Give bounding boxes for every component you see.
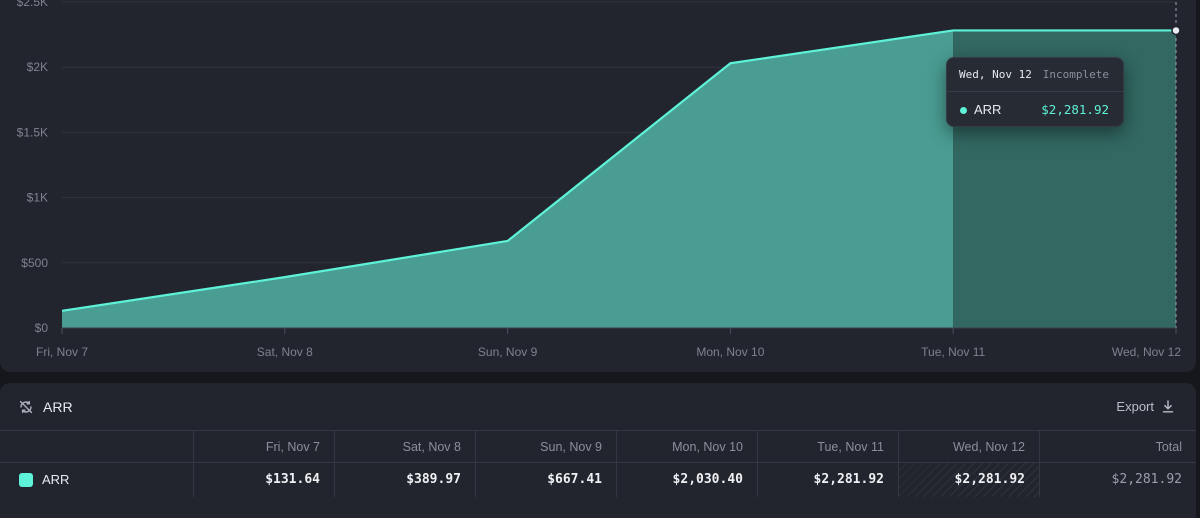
data-table-panel: ARR Export Fri, Nov 7 Sat, Nov 8 Sun, No…	[0, 383, 1196, 518]
series-cell: ARR	[0, 463, 194, 497]
column-header: Tue, Nov 11	[817, 440, 884, 454]
area-fill	[62, 30, 954, 329]
cell-value: $2,030.40	[672, 472, 743, 487]
header-cell: Sun, Nov 9	[476, 431, 617, 462]
series-dot-icon	[960, 107, 967, 114]
value-cell: $667.41	[476, 463, 617, 497]
value-cell-total: $2,281.92	[1040, 463, 1196, 497]
cell-value: $2,281.92	[954, 472, 1025, 487]
cell-value: $389.97	[406, 472, 461, 487]
y-tick-label: $2K	[27, 60, 48, 74]
value-cell: $389.97	[335, 463, 476, 497]
header-cell-series	[0, 431, 194, 462]
series-line-arr	[61, 29, 1176, 312]
download-icon	[1162, 400, 1174, 413]
cell-value: $2,281.92	[813, 472, 884, 487]
table-header-row: Fri, Nov 7 Sat, Nov 8 Sun, Nov 9 Mon, No…	[0, 431, 1196, 463]
column-header: Wed, Nov 12	[952, 440, 1025, 454]
value-cell: $131.64	[194, 463, 335, 497]
y-tick-label: $0	[35, 321, 49, 335]
cell-value: $667.41	[547, 472, 602, 487]
column-header: Sat, Nov 8	[402, 440, 461, 454]
x-tick-label: Mon, Nov 10	[696, 345, 764, 359]
table-row[interactable]: ARR $131.64 $389.97 $667.41 $2,030.40 $2…	[0, 463, 1196, 497]
tooltip-date: Wed, Nov 12	[959, 68, 1032, 81]
header-cell: Tue, Nov 11	[758, 431, 899, 462]
column-header: Sun, Nov 9	[540, 440, 602, 454]
table-header-bar: ARR Export	[0, 383, 1196, 431]
chart-tooltip: Wed, Nov 12 Incomplete ARR $2,281.92	[946, 57, 1124, 127]
export-label: Export	[1116, 399, 1154, 414]
value-cell: $2,281.92	[758, 463, 899, 497]
header-cell: Fri, Nov 7	[194, 431, 335, 462]
tooltip-series-name: ARR	[974, 102, 1002, 117]
tooltip-value: $2,281.92	[1041, 102, 1109, 117]
arr-area-chart[interactable]: $0 $500 $1K $1.5K $2K $2.5K Fri, Nov 7 Sat, Nov…	[0, 0, 1196, 372]
tooltip-divider	[947, 91, 1123, 92]
y-tick-label: $1K	[27, 191, 48, 205]
header-cell-total: Total	[1040, 431, 1196, 462]
y-tick-label: $2.5K	[17, 0, 48, 9]
cell-value: $131.64	[265, 472, 320, 487]
x-tick-label: Sat, Nov 8	[257, 345, 313, 359]
column-header: Total	[1155, 440, 1182, 454]
series-color-swatch	[19, 473, 33, 487]
tooltip-status: Incomplete	[1042, 68, 1109, 81]
export-button[interactable]: Export	[1116, 399, 1174, 414]
table-title: ARR	[43, 399, 73, 415]
column-header: Mon, Nov 10	[672, 440, 743, 454]
hovered-data-point	[1171, 25, 1181, 36]
column-header: Fri, Nov 7	[265, 440, 320, 454]
value-cell-incomplete: $2,281.92	[899, 463, 1040, 497]
y-tick-label: $1.5K	[17, 125, 48, 139]
header-cell: Sat, Nov 8	[335, 431, 476, 462]
header-cell: Wed, Nov 12	[899, 431, 1040, 462]
cell-value: $2,281.92	[1111, 472, 1182, 487]
value-cell: $2,030.40	[617, 463, 758, 497]
header-cell: Mon, Nov 10	[617, 431, 758, 462]
sync-off-icon	[19, 400, 33, 414]
x-tick-label: Wed, Nov 12	[1112, 345, 1181, 359]
series-name: ARR	[42, 472, 70, 487]
chart-panel: $0 $500 $1K $1.5K $2K $2.5K Fri, Nov 7 Sat, Nov…	[0, 0, 1196, 372]
y-tick-label: $500	[21, 256, 48, 270]
x-tick-label: Fri, Nov 7	[36, 345, 88, 359]
x-tick-label: Sun, Nov 9	[478, 345, 538, 359]
x-tick-label: Tue, Nov 11	[921, 345, 985, 359]
